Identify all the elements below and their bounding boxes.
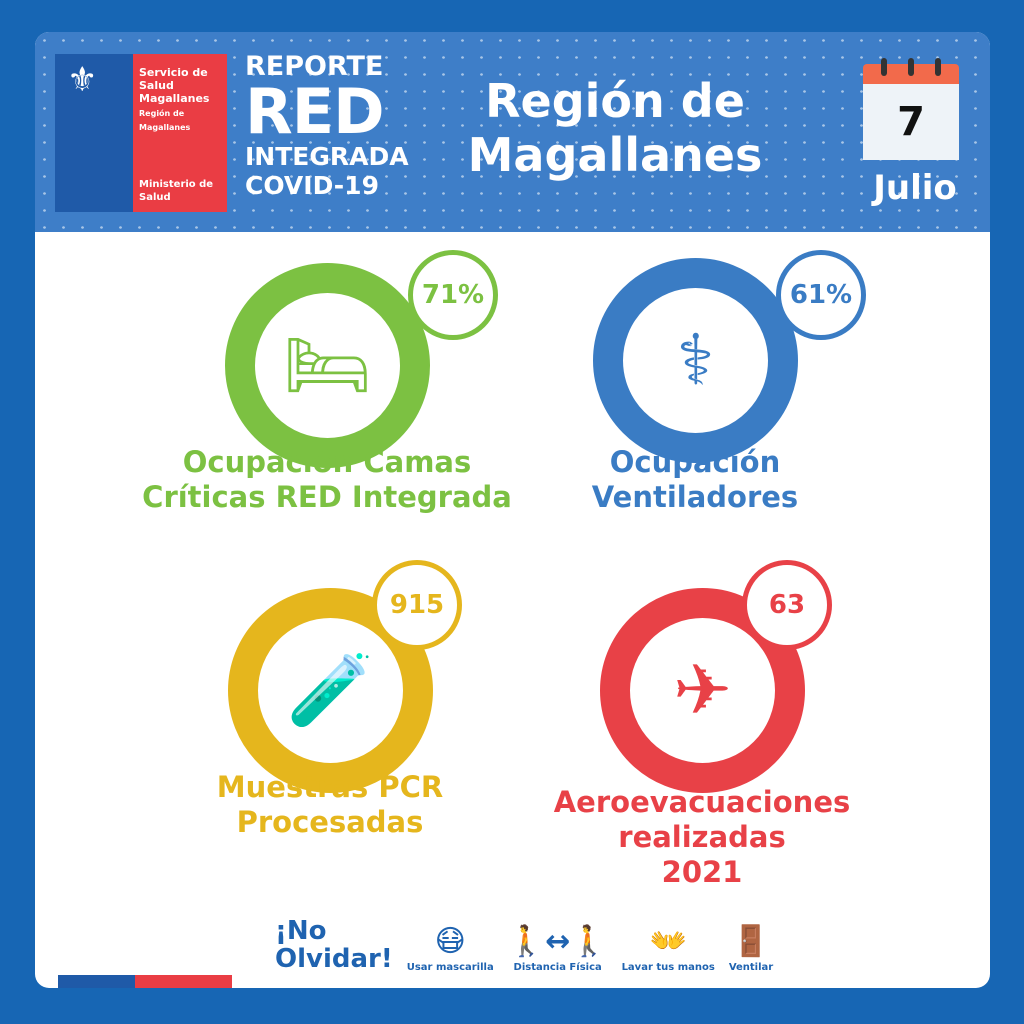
report-l4: COVID-19 <box>245 171 379 200</box>
metric-value: 71% <box>408 250 498 340</box>
hand-wash-icon: 👐 <box>649 924 687 959</box>
report-title: REPORTE RED INTEGRADA COVID-19 <box>245 51 409 201</box>
ventilator-icon: ⚕ <box>676 319 715 401</box>
region-title-1: Región de <box>485 74 745 128</box>
metric-value: 61% <box>776 250 866 340</box>
reminder-handwash: 👐 Lavar tus manos <box>621 924 715 973</box>
coat-of-arms-icon: ⚜ <box>67 60 98 100</box>
date-month: Julio <box>873 168 957 208</box>
test-tubes-icon: 🧪 <box>286 649 375 731</box>
flag-stripe-blue <box>58 975 135 988</box>
metric-label: Ocupación Ventiladores <box>591 445 799 514</box>
flag-stripe-red <box>135 975 232 988</box>
report-l1: REPORTE <box>245 51 384 82</box>
metric-label: Ocupación Camas Críticas RED Integrada <box>142 445 512 514</box>
window-icon: 🚪 <box>732 924 770 959</box>
region-title: Región de Magallanes <box>455 74 775 182</box>
org-region-1: Región de <box>139 109 185 118</box>
calendar-icon: 7 <box>863 58 959 160</box>
mask-icon: 😷 <box>434 924 466 959</box>
org-region-2: Magallanes <box>139 123 191 132</box>
ministry-logo: ⚜ Servicio de Salud Magallanes Región de… <box>55 54 227 212</box>
infographic-card: ⚜ Servicio de Salud Magallanes Región de… <box>35 32 990 988</box>
org-name-2: Salud <box>139 79 174 92</box>
header: ⚜ Servicio de Salud Magallanes Región de… <box>35 32 990 232</box>
report-l3: INTEGRADA <box>245 142 409 171</box>
reminders: ¡No Olvidar! 😷 Usar mascarilla 🚶↔🚶 Distanci… <box>275 917 773 973</box>
airplane-icon: ✈ <box>673 649 732 731</box>
org-name-1: Servicio de <box>139 66 208 79</box>
metric-value: 915 <box>372 560 462 650</box>
ministry-2: Salud <box>139 192 171 203</box>
distance-icon: 🚶↔🚶 <box>507 924 608 959</box>
ministry-1: Ministerio de <box>139 179 214 190</box>
reminder-ventilate: 🚪 Ventilar <box>728 924 774 973</box>
reminder-title: ¡No Olvidar! <box>275 916 393 974</box>
metric-label: Aeroevacuaciones realizadas 2021 <box>553 785 851 889</box>
region-title-2: Magallanes <box>467 128 763 182</box>
hospital-bed-icon: 🛏 <box>283 324 372 406</box>
org-name-3: Magallanes <box>139 92 210 105</box>
reminder-distance: 🚶↔🚶 Distancia Física <box>507 924 608 973</box>
reminder-mask: 😷 Usar mascarilla <box>406 924 494 973</box>
date-day: 7 <box>863 84 959 160</box>
metric-label: Muestras PCR Procesadas <box>216 770 444 839</box>
report-l2: RED <box>245 75 385 148</box>
metric-value: 63 <box>742 560 832 650</box>
